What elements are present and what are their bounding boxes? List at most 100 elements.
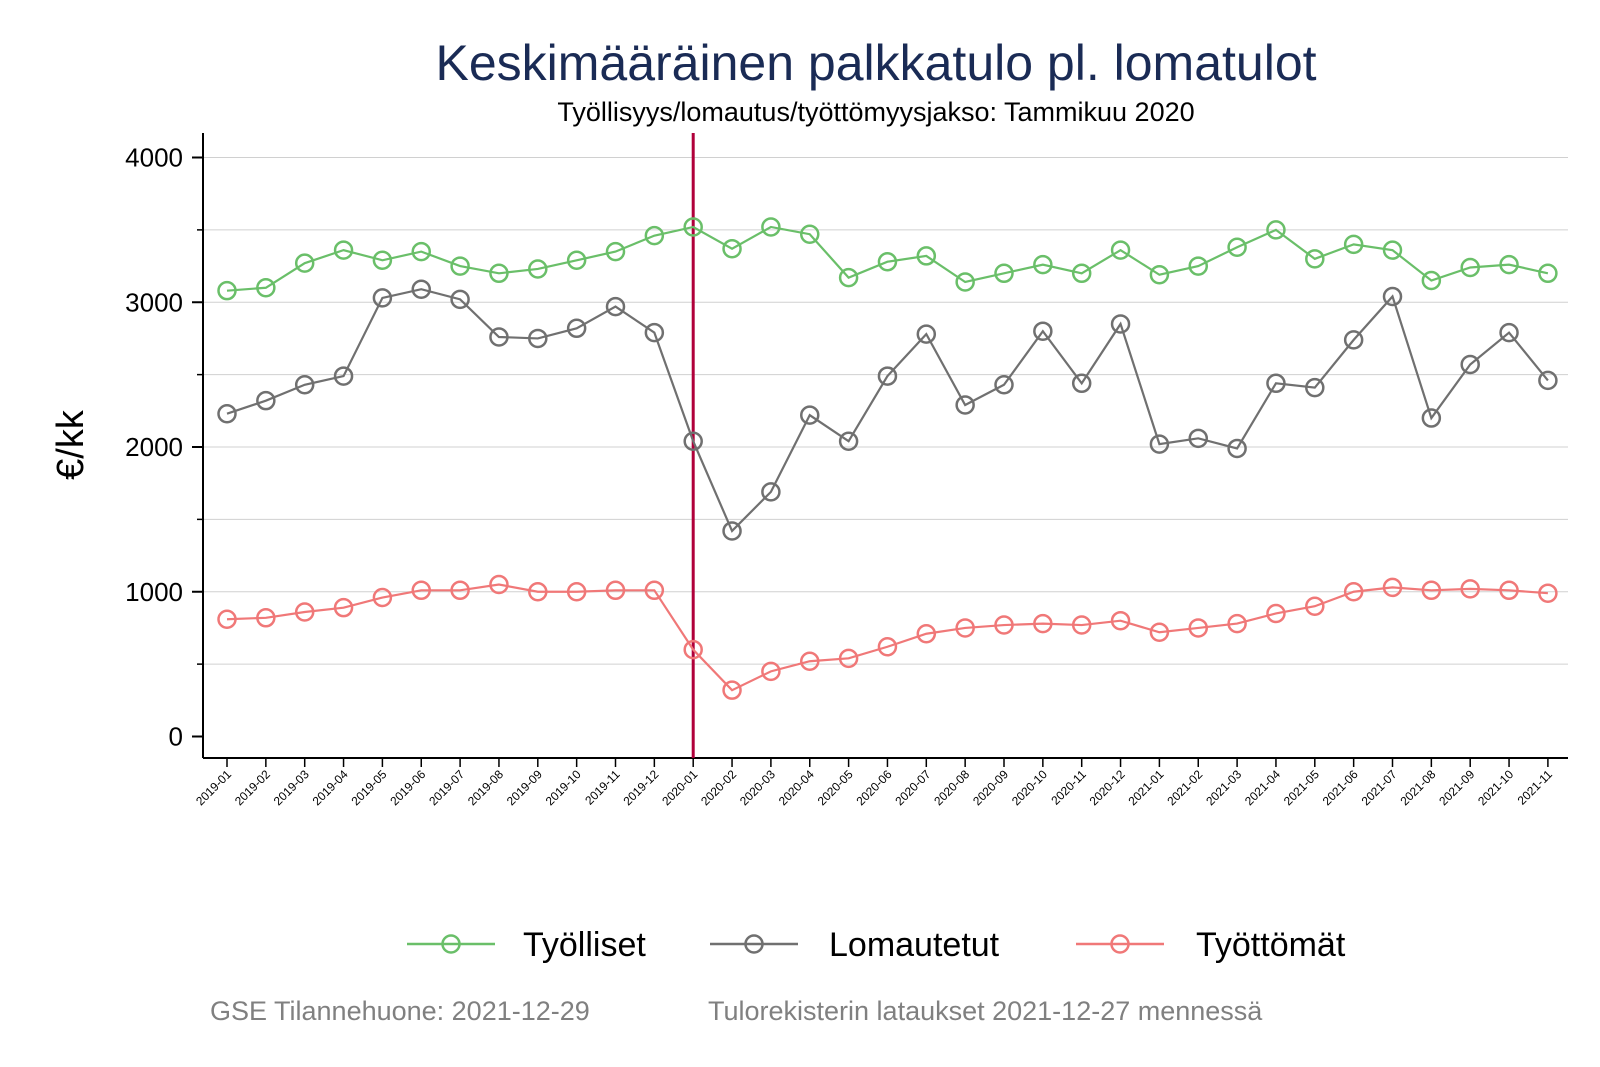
data-point [994,375,1014,395]
data-point [994,263,1014,284]
legend-label: Työttömät [1196,926,1346,964]
data-point [450,256,470,276]
data-point [217,403,237,424]
series [217,574,1558,700]
data-point [256,390,276,411]
data-point [1110,240,1131,260]
series [217,217,1558,301]
data-point [838,648,859,669]
data-point [1227,438,1247,459]
data-point [1460,579,1480,599]
x-tick-label: 2021-03 [1203,767,1244,808]
x-tick-label: 2019-07 [426,767,467,808]
data-point [566,582,587,602]
data-point [1421,408,1442,428]
data-point [1421,270,1442,291]
data-point [1343,330,1364,350]
data-point [294,375,315,395]
data-point [1188,256,1208,276]
x-tick-label: 2019-09 [504,767,545,808]
data-point [566,250,587,271]
x-tick-label: 2019-03 [271,767,312,808]
x-tick-label: 2020-03 [737,767,778,808]
data-point [1305,249,1325,269]
y-axis-label: €/kk [50,409,92,480]
data-point [838,267,859,288]
data-point [644,580,665,601]
data-point [722,680,742,700]
data-point [256,278,276,298]
x-tick-label: 2020-10 [1009,767,1050,808]
data-point [1460,354,1480,375]
data-point [294,602,315,622]
data-point [916,623,937,644]
y-tick-label: 4000 [125,143,183,173]
data-point [683,431,703,451]
data-point [333,240,354,260]
data-point [1071,615,1092,635]
footer-left: GSE Tilannehuone: 2021-12-29 [210,996,590,1026]
x-tick-label: 2020-04 [776,767,817,808]
data-point [955,395,975,415]
legend-item: Työlliset [407,926,646,964]
series-line [226,225,1549,292]
data-point [877,366,898,386]
data-point [644,322,665,343]
chart-title: Keskimääräinen palkkatulo pl. lomatulot [435,35,1316,91]
data-point [1149,434,1170,454]
data-point [528,582,548,602]
x-tick-label: 2019-06 [387,767,428,808]
data-point [450,580,470,601]
data-point [800,651,820,671]
x-tick-label: 2021-02 [1164,767,1205,808]
data-point [955,272,975,292]
data-point [1071,263,1092,284]
data-point [877,637,898,657]
y-tick-label: 0 [169,722,183,752]
y-tick-label: 1000 [125,577,183,607]
axes: 010002000300040002019-012019-022019-0320… [125,133,1568,808]
data-point [217,280,237,301]
data-point [1305,596,1325,616]
data-point [761,661,781,682]
data-point [1266,373,1286,394]
data-point [372,587,393,608]
data-point [489,574,509,595]
series-line [226,583,1548,692]
legend-item: Lomautetut [710,926,1000,964]
y-tick-label: 2000 [125,432,183,462]
data-point [294,253,315,273]
data-point [1382,240,1403,260]
data-point [1499,580,1519,601]
data-point [877,251,898,272]
data-point [450,289,470,310]
legend-marker [1110,934,1130,954]
x-tick-label: 2020-02 [698,767,739,808]
x-tick-label: 2021-09 [1436,767,1477,808]
data-point [916,324,937,344]
x-tick-label: 2021-05 [1281,767,1322,808]
legend-marker [441,934,461,954]
data-point [489,263,509,284]
legend: Työlliset Lomautetut Työttömät [407,926,1346,964]
x-tick-label: 2019-05 [348,767,389,808]
data-point [1421,580,1442,601]
data-point [217,609,237,630]
data-point [1538,370,1558,391]
data-point [1033,613,1053,634]
x-tick-label: 2021-10 [1475,767,1516,808]
x-tick-label: 2020-05 [815,767,856,808]
data-point [1227,613,1247,634]
data-point [1538,263,1558,284]
data-point [605,296,626,317]
chart-subtitle: Työllisyys/lomautus/työttömyysjakso: Tam… [557,97,1194,127]
data-point [800,405,820,425]
data-point [761,217,781,237]
x-tick-label: 2020-01 [659,767,700,808]
x-tick-label: 2020-07 [892,767,933,808]
x-tick-label: 2019-12 [620,767,661,808]
data-point [761,482,781,502]
data-point [372,250,393,271]
legend-label: Lomautetut [829,926,1000,964]
